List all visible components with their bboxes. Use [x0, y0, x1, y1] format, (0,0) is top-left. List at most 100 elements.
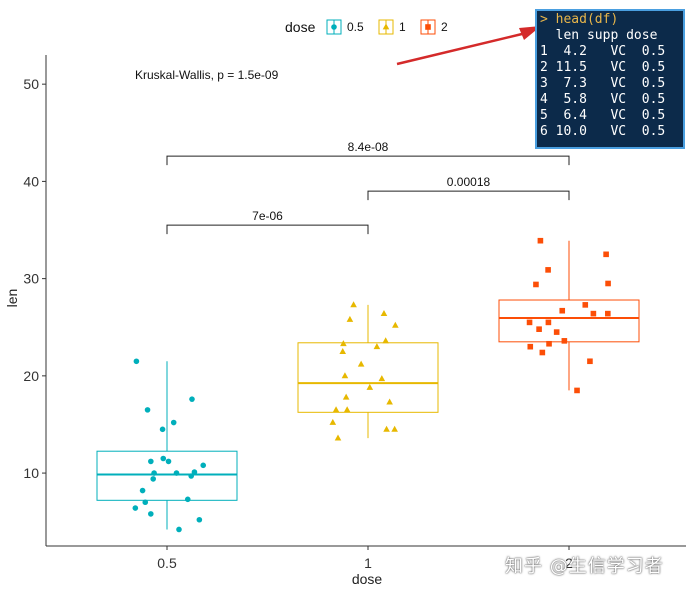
- legend: dose 0.5 1 2: [285, 19, 448, 35]
- y-tick-label: 40: [23, 173, 39, 189]
- data-point: [533, 281, 539, 288]
- data-point: [133, 358, 140, 365]
- comparison-pvalue: 7e-06: [252, 209, 283, 223]
- y-tick-label: 50: [23, 76, 39, 92]
- y-axis-title: len: [4, 289, 20, 308]
- watermark: 知乎 @生信学习者: [505, 556, 664, 577]
- data-point: [148, 458, 154, 465]
- data-point: [341, 372, 349, 379]
- data-point: [526, 319, 533, 326]
- data-point: [160, 455, 167, 462]
- data-point: [378, 375, 386, 382]
- data-point: [587, 358, 593, 365]
- comparison-bracket: [166, 155, 570, 166]
- console-row: 5 6.4 VC 0.5: [540, 108, 666, 123]
- r-console-snippet: > head(df) len supp dose 1 4.2 VC 0.5 2 …: [535, 9, 685, 149]
- data-point: [340, 340, 347, 347]
- data-point: [332, 406, 340, 413]
- data-point: [148, 511, 154, 517]
- data-point: [545, 319, 552, 326]
- legend-key-marker: [425, 24, 431, 30]
- console-prompt: >: [540, 12, 548, 27]
- data-point: [582, 302, 589, 308]
- y-tick-label: 20: [23, 368, 39, 384]
- data-point: [380, 310, 388, 317]
- data-point: [350, 301, 357, 308]
- data-point: [176, 526, 182, 533]
- console-row: 2 11.5 VC 0.5: [540, 60, 666, 75]
- console-row: 6 10.0 VC 0.5: [540, 124, 666, 139]
- data-point: [392, 321, 399, 328]
- data-point: [170, 419, 177, 426]
- data-point: [159, 426, 166, 433]
- data-point: [373, 343, 381, 350]
- y-tick-label: 10: [23, 465, 39, 481]
- data-point: [150, 476, 156, 482]
- data-point: [191, 469, 198, 475]
- data-point: [590, 310, 597, 317]
- legend-label: 2: [441, 20, 448, 34]
- data-point: [553, 329, 560, 335]
- data-point: [559, 307, 566, 314]
- console-command: head(df): [555, 12, 619, 27]
- x-tick-label: 2: [565, 555, 573, 571]
- comparison-pvalue: 0.00018: [447, 175, 491, 189]
- console-row: 1 4.2 VC 0.5: [540, 44, 666, 59]
- data-point: [546, 340, 552, 347]
- data-point: [527, 343, 534, 350]
- comparison-pvalue: 8.4e-08: [348, 140, 389, 154]
- data-point: [386, 398, 393, 405]
- data-point: [366, 383, 374, 390]
- data-point: [537, 237, 544, 244]
- data-point: [605, 310, 611, 317]
- data-point: [391, 425, 398, 432]
- plot-area: 10 20 30 40 50 0.5 1 2 7e-06 0.00018 8.4e-08: [23, 55, 686, 571]
- legend-key-marker: [382, 23, 390, 30]
- data-point: [151, 470, 157, 476]
- data-point: [142, 499, 149, 506]
- data-point: [603, 251, 609, 258]
- data-point: [343, 406, 351, 413]
- data-point: [189, 396, 195, 402]
- box: [297, 342, 439, 413]
- data-point: [539, 349, 546, 356]
- data-point: [605, 280, 611, 287]
- data-point: [545, 267, 551, 273]
- data-point: [165, 458, 172, 465]
- data-point: [346, 315, 354, 322]
- comparison-bracket: [166, 224, 369, 235]
- legend-label: 0.5: [347, 20, 364, 34]
- data-point: [334, 434, 342, 441]
- data-point: [196, 516, 203, 523]
- data-point: [357, 360, 365, 367]
- legend-key-marker: [331, 24, 337, 30]
- data-point: [339, 347, 347, 354]
- data-point: [200, 462, 207, 469]
- data-point: [561, 338, 568, 344]
- data-point: [188, 473, 194, 479]
- legend-label: 1: [399, 20, 406, 34]
- comparison-bracket: [367, 190, 570, 201]
- console-row: 3 7.3 VC 0.5: [540, 76, 666, 91]
- data-point: [382, 337, 389, 344]
- data-point: [184, 496, 191, 503]
- data-point: [329, 418, 337, 425]
- y-tick-label: 30: [23, 271, 39, 287]
- arrow-line: [396, 32, 523, 66]
- kruskal-wallis-label: Kruskal-Wallis, p = 1.5e-09: [135, 68, 279, 82]
- legend-title: dose: [285, 19, 316, 35]
- x-tick-label: 1: [364, 555, 372, 571]
- data-point: [132, 505, 139, 511]
- x-tick-label: 0.5: [157, 555, 177, 571]
- data-point: [139, 487, 146, 494]
- data-point: [342, 393, 350, 400]
- box: [498, 299, 640, 343]
- console-header: len supp dose: [540, 28, 658, 43]
- data-point: [383, 425, 390, 432]
- console-row: 4 5.8 VC 0.5: [540, 92, 666, 107]
- x-axis-title: dose: [352, 571, 383, 587]
- data-point: [144, 407, 151, 413]
- data-point: [536, 326, 542, 332]
- data-point: [574, 387, 580, 394]
- data-point: [173, 470, 180, 476]
